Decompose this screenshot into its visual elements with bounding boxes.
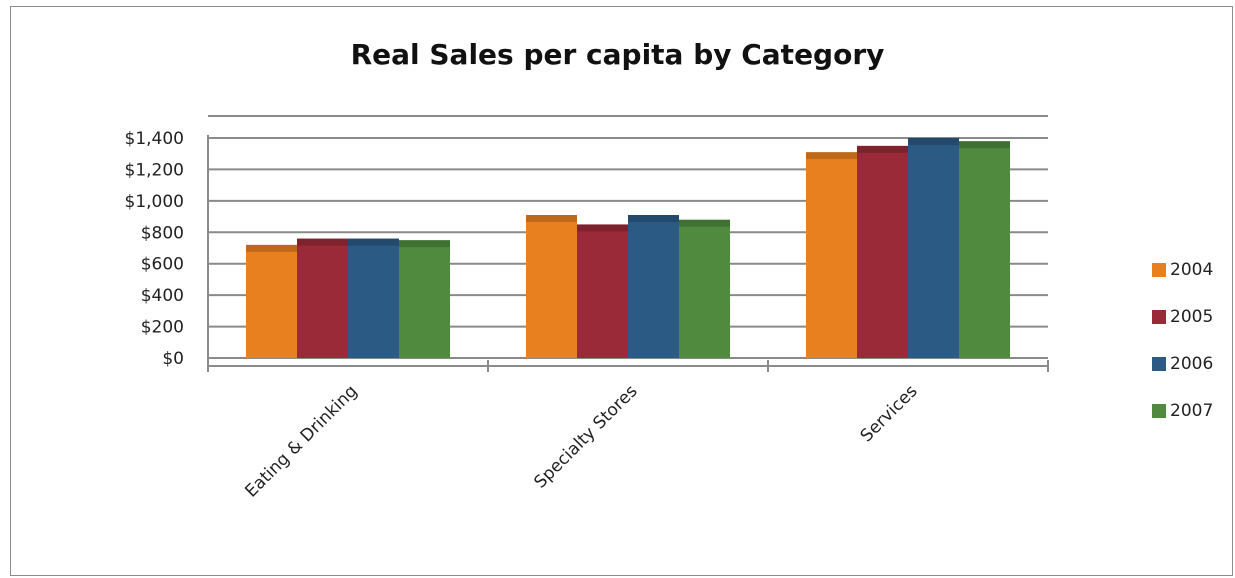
x-category-label: Services xyxy=(857,381,922,446)
bar-2005-1 xyxy=(577,224,628,358)
chart-title: Real Sales per capita by Category xyxy=(350,38,885,71)
legend: 2004 2005 2006 2007 xyxy=(1152,246,1232,434)
x-category-label: Eating & Drinking xyxy=(241,381,361,501)
legend-label: 2004 xyxy=(1170,259,1214,280)
x-category-labels: Eating & Drinking Specialty Stores Service… xyxy=(241,381,921,501)
legend-label: 2006 xyxy=(1170,353,1214,374)
bar-2007-1 xyxy=(679,219,730,358)
bar-2006-2 xyxy=(908,138,959,358)
bar-cap xyxy=(908,138,959,145)
bar-2007-0 xyxy=(399,240,450,358)
legend-item: 2004 xyxy=(1152,246,1232,293)
bar-2005-0 xyxy=(297,238,348,358)
y-tick-label: $600 xyxy=(141,255,184,275)
legend-swatch xyxy=(1152,356,1166,371)
bar-cap xyxy=(806,152,857,160)
axes xyxy=(207,135,1049,372)
y-tick-label: $800 xyxy=(141,223,184,243)
bar-cap xyxy=(297,238,348,246)
bar-2006-1 xyxy=(628,215,679,358)
legend-swatch xyxy=(1152,262,1166,277)
bar-cap xyxy=(959,141,1010,149)
bar-cap xyxy=(577,224,628,232)
y-tick-label: $1,200 xyxy=(125,160,184,180)
bar-2004-1 xyxy=(526,215,577,358)
legend-swatch xyxy=(1152,309,1166,324)
bar-2004-2 xyxy=(806,152,857,358)
bar-cap xyxy=(857,145,908,153)
legend-label: 2005 xyxy=(1170,306,1214,327)
y-tick-label: $200 xyxy=(141,318,184,338)
bar-2004-0 xyxy=(246,244,297,358)
bar-cap xyxy=(348,238,399,246)
legend-item: 2007 xyxy=(1152,387,1232,434)
bar-cap xyxy=(399,240,450,248)
bar-cap xyxy=(526,215,577,222)
x-category-label: Specialty Stores xyxy=(530,381,641,492)
legend-swatch xyxy=(1152,403,1166,418)
bar-2007-2 xyxy=(959,141,1010,358)
bars xyxy=(246,138,1010,358)
bar-2006-0 xyxy=(348,238,399,358)
legend-item: 2006 xyxy=(1152,340,1232,387)
bar-cap xyxy=(628,215,679,222)
y-tick-label: $1,000 xyxy=(125,192,184,212)
y-tick-label: $1,400 xyxy=(125,129,184,149)
legend-item: 2005 xyxy=(1152,293,1232,340)
y-tick-labels: $0 $200 $400 $600 $800 $1,000 $1,200 $1,400 xyxy=(125,129,184,369)
y-tick-label: $0 xyxy=(162,349,184,369)
bar-2005-2 xyxy=(857,145,908,358)
legend-label: 2007 xyxy=(1170,400,1214,421)
y-tick-label: $400 xyxy=(141,286,184,306)
bar-cap xyxy=(679,219,730,227)
bar-cap xyxy=(246,244,297,252)
